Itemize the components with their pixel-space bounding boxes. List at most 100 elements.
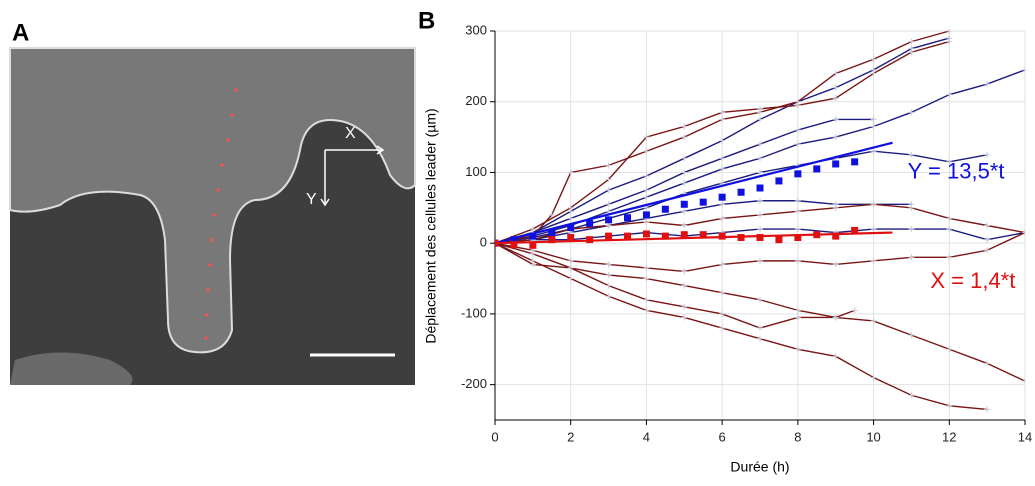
plus-marker: [757, 226, 763, 233]
series-line: [495, 150, 988, 244]
plus-marker: [643, 187, 650, 194]
plus-marker: [794, 127, 801, 134]
square-marker: [699, 231, 707, 239]
plus-marker: [757, 296, 763, 303]
plus-marker: [605, 201, 612, 208]
plus-marker: [1022, 229, 1025, 236]
plus-marker: [794, 197, 801, 204]
square-marker: [832, 160, 840, 168]
square-marker: [775, 177, 783, 185]
plus-marker: [794, 346, 801, 353]
plus-marker: [719, 289, 726, 296]
square-marker: [510, 236, 518, 244]
plus-marker: [794, 141, 801, 148]
plus-marker: [946, 226, 953, 233]
plus-marker: [719, 215, 726, 222]
plus-marker: [946, 91, 953, 98]
square-marker: [624, 214, 631, 222]
plus-marker: [908, 254, 915, 261]
plus-marker: [908, 38, 915, 45]
plus-marker: [832, 353, 839, 360]
plus-marker: [681, 123, 688, 130]
plus-marker: [605, 282, 612, 289]
debris: [10, 352, 133, 385]
plus-marker: [1022, 66, 1025, 73]
square-marker: [567, 234, 575, 242]
x-tick-label: 12: [942, 429, 956, 444]
square-marker: [851, 158, 859, 166]
plus-marker: [757, 141, 763, 148]
plus-marker: [832, 134, 839, 141]
plus-marker: [719, 261, 726, 268]
plus-marker: [719, 201, 726, 208]
plus-marker: [643, 148, 650, 155]
plus-marker: [984, 360, 991, 367]
plus-marker: [870, 317, 877, 324]
x-tick-label: 10: [866, 429, 880, 444]
plus-marker: [870, 56, 877, 63]
x-tick-label: 14: [1018, 429, 1032, 444]
x-tick-label: 2: [567, 429, 574, 444]
plus-marker: [719, 165, 726, 172]
plus-marker: [681, 303, 688, 310]
plus-marker: [908, 109, 915, 116]
plus-marker: [757, 325, 763, 332]
square-marker: [680, 231, 688, 239]
plus-marker: [794, 102, 801, 109]
plus-marker: [529, 226, 536, 233]
plus-marker: [567, 264, 574, 271]
square-marker: [661, 205, 669, 213]
panel-label: B: [418, 7, 435, 34]
square-marker: [813, 231, 821, 239]
y-tick-label: 300: [465, 22, 487, 37]
plus-marker: [908, 151, 915, 158]
square-marker: [813, 165, 821, 173]
plus-marker: [643, 307, 650, 314]
square-marker: [605, 232, 613, 240]
plus-marker: [794, 257, 801, 264]
plus-marker: [946, 215, 953, 222]
plus-marker: [605, 272, 612, 279]
plus-marker: [870, 257, 877, 264]
plus-marker: [757, 116, 763, 123]
plus-marker: [567, 215, 574, 222]
plus-marker: [832, 314, 839, 321]
plus-marker: [681, 314, 688, 321]
square-marker: [718, 193, 726, 201]
square-marker: [699, 198, 707, 206]
plus-marker: [946, 38, 953, 45]
plus-marker: [681, 282, 688, 289]
plus-marker: [681, 180, 688, 187]
plus-marker: [946, 254, 953, 261]
square-marker: [529, 232, 537, 240]
plus-marker: [719, 325, 726, 332]
image-axis-label: Y: [306, 191, 317, 208]
plus-marker: [908, 332, 915, 339]
plus-marker: [643, 134, 650, 141]
square-marker: [756, 184, 764, 192]
plus-marker: [605, 261, 612, 268]
square-marker: [548, 236, 556, 244]
plus-marker: [719, 137, 726, 144]
plus-marker: [567, 257, 574, 264]
square-marker: [851, 226, 859, 234]
x-axis-label: Durée (h): [730, 459, 789, 475]
plus-marker: [832, 116, 839, 123]
plus-marker: [643, 275, 650, 282]
plus-marker: [984, 151, 991, 158]
plus-marker: [794, 226, 801, 233]
square-marker: [775, 236, 783, 244]
square-marker: [661, 232, 669, 240]
plot: [495, 29, 1025, 413]
square-marker: [586, 236, 594, 244]
plus-marker: [567, 204, 574, 211]
x-tick-label: 4: [643, 429, 650, 444]
plus-marker: [681, 169, 688, 176]
x-tick-label: 8: [794, 429, 801, 444]
plus-marker: [757, 257, 763, 264]
square-marker: [548, 229, 556, 237]
square-marker: [495, 239, 499, 247]
plus-marker: [605, 176, 612, 183]
plus-marker: [605, 293, 612, 300]
plus-marker: [794, 208, 801, 215]
